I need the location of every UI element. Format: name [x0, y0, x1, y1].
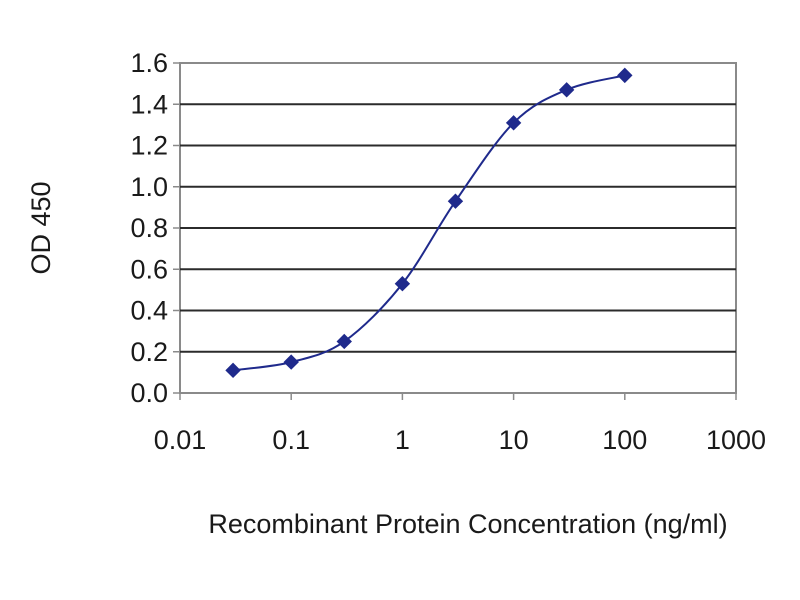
y-tick-label-5: 1.0: [130, 172, 168, 202]
data-point-4: [447, 193, 464, 209]
data-point-3: [394, 275, 411, 292]
y-tick-label-4: 0.8: [130, 213, 168, 243]
y-tick-label-7: 1.4: [130, 89, 168, 119]
axes: 0.0 0.2 0.4 0.6 0.8 1.0 1.2 1.4 1.6 0.01 0.1 1 10 100…: [130, 48, 766, 455]
x-tick-label-0: 0.01: [154, 425, 207, 455]
x-tick-label-3: 10: [499, 425, 529, 455]
y-axis-title: OD 450: [26, 181, 56, 274]
data-point-1: [283, 354, 299, 370]
x-tick-label-2: 1: [395, 425, 410, 455]
y-tick-label-6: 1.2: [130, 131, 168, 161]
x-tick-label-5: 1000: [706, 425, 766, 455]
y-tick-label-0: 0.0: [130, 378, 168, 408]
gridlines: [180, 103, 736, 353]
data-point-5: [505, 115, 522, 131]
data-point-0: [225, 362, 241, 379]
series-line-0: [232, 74, 626, 372]
x-axis-title: Recombinant Protein Concentration (ng/ml…: [208, 509, 727, 539]
data-point-6: [558, 82, 575, 98]
x-tick-label-4: 100: [602, 425, 647, 455]
x-tick-label-1: 0.1: [272, 425, 310, 455]
data-point-7: [617, 67, 633, 84]
data-point-2: [336, 333, 352, 350]
y-tick-label-3: 0.6: [130, 254, 168, 284]
y-tick-label-2: 0.4: [130, 296, 168, 326]
y-tick-label-8: 1.6: [130, 48, 168, 78]
series: [225, 67, 633, 379]
y-tick-label-1: 0.2: [130, 337, 168, 367]
